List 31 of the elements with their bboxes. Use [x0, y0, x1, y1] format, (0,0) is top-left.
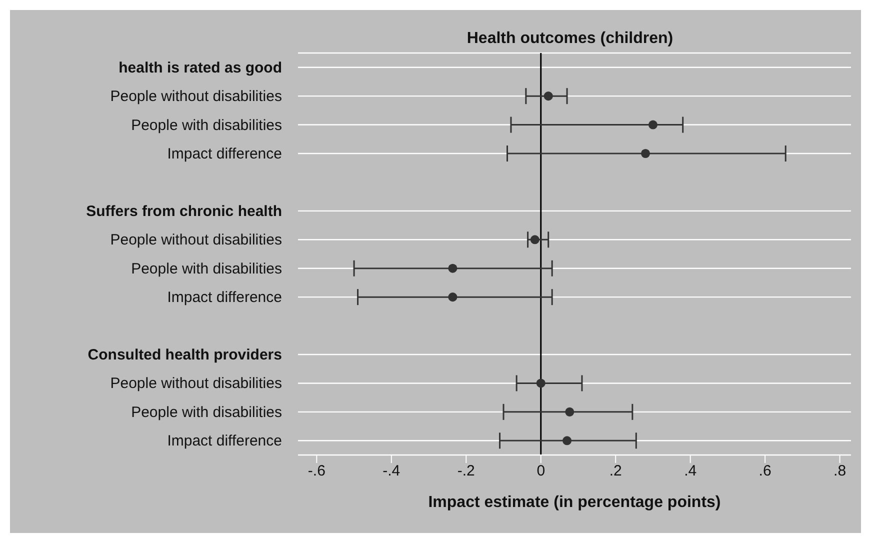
x-tick-label: 0 — [536, 462, 546, 480]
x-tick-label: .2 — [609, 462, 622, 480]
point — [544, 92, 553, 101]
point — [448, 292, 458, 302]
x-tick-label: .8 — [834, 462, 846, 480]
x-tick-label: .4 — [684, 462, 697, 480]
x-tick-label: -.4 — [382, 462, 400, 480]
point — [640, 148, 650, 158]
y-tick-label: People with disabilities — [131, 116, 282, 134]
y-tick-label: Impact difference — [167, 289, 282, 306]
y-tick-label: People without disabilities — [110, 375, 282, 392]
point — [448, 264, 458, 273]
y-tick-label: Suffers from chronic health — [86, 202, 282, 220]
y-tick-label: Impact difference — [167, 146, 282, 162]
x-tick-label: -.6 — [308, 462, 326, 480]
point — [530, 235, 540, 244]
y-tick-label: health is rated as good — [118, 59, 282, 76]
y-tick-label: Consulted health providers — [88, 346, 282, 364]
point — [562, 436, 572, 446]
point — [565, 407, 574, 416]
point — [536, 378, 546, 388]
chart-title: Health outcomes (children) — [466, 30, 674, 48]
y-tick-label: People with disabilities — [131, 404, 282, 421]
x-tick-label: -.2 — [457, 462, 475, 480]
x-axis-title: Impact estimate (in percentage points) — [428, 494, 721, 511]
y-tick-label: Impact difference — [167, 432, 282, 450]
point — [648, 120, 658, 130]
y-tick-label: People with disabilities — [131, 260, 282, 278]
y-tick-label: People without disabilities — [110, 232, 282, 249]
x-tick-label: .6 — [758, 462, 772, 480]
y-tick-label: People without disabilities — [110, 88, 282, 106]
